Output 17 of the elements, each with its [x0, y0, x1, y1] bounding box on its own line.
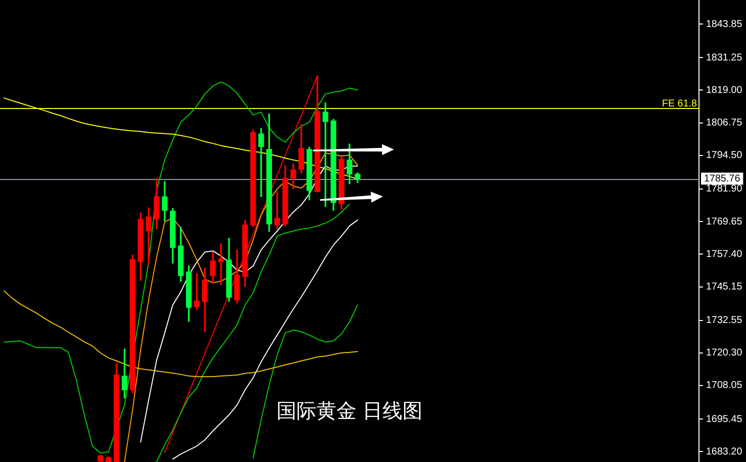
y-tick-label: 1683.20 — [706, 446, 743, 458]
y-tick-label: 1831.25 — [706, 52, 743, 64]
y-tick-label: 1806.75 — [706, 118, 743, 129]
y-tick-label: 1720.30 — [706, 348, 743, 359]
y-tick-label: 1695.45 — [706, 414, 743, 425]
y-tick-label: 1757.40 — [706, 248, 743, 260]
y-tick-label: 1819.00 — [706, 84, 743, 96]
text: 国际黄金 日线图 — [276, 400, 422, 423]
y-tick-label: 1732.55 — [706, 315, 743, 326]
y-tick-label: 1843.85 — [706, 18, 743, 30]
y-tick-label: 1781.90 — [706, 184, 743, 195]
y-tick-label: 1794.50 — [706, 150, 743, 162]
ref-line-label: FE 61.8 — [662, 98, 698, 110]
y-tick-label: 1769.65 — [706, 216, 743, 228]
y-tick-label: 1745.15 — [706, 282, 743, 293]
y-tick-label: 1708.05 — [706, 380, 743, 392]
ref-line-label: 1785.76 — [704, 173, 741, 184]
